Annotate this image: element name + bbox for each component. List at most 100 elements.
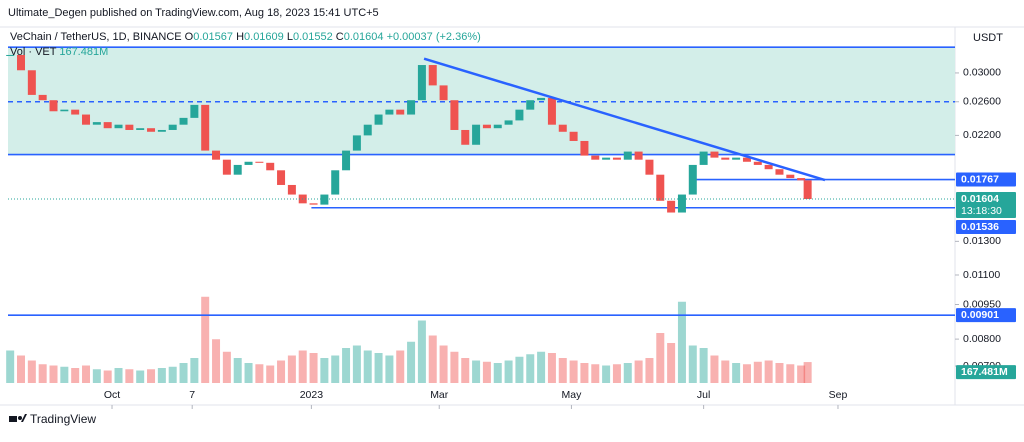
currency: USDT xyxy=(973,32,1003,44)
volume-bar xyxy=(331,355,340,383)
level-badge: 0.00901 xyxy=(961,309,999,321)
volume-bar xyxy=(136,370,145,383)
candle xyxy=(212,150,221,160)
volume-bar xyxy=(515,356,524,383)
candle xyxy=(157,129,166,132)
candle xyxy=(385,109,394,115)
plot xyxy=(6,46,955,383)
candle xyxy=(645,159,654,175)
volume-bar xyxy=(558,358,567,383)
volume-bar xyxy=(125,369,134,383)
ohlc-value: 0.01604 xyxy=(344,31,384,43)
candle xyxy=(222,159,231,175)
candle xyxy=(331,170,340,195)
volume-bar xyxy=(190,358,199,383)
candle xyxy=(667,200,676,213)
volume-bar xyxy=(103,370,112,383)
x-tick-label: Jul xyxy=(697,389,710,401)
candle xyxy=(396,109,405,115)
candle xyxy=(580,140,589,156)
legend-line: VeChain / TetherUS, 1D, BINANCE O0.01567… xyxy=(10,31,481,43)
volume-bar xyxy=(298,350,307,383)
y-tick-label: 0.01300 xyxy=(963,235,1001,247)
ohlc-key: O xyxy=(185,31,194,43)
legend: VeChain / TetherUS, 1D, BINANCE O0.01567… xyxy=(10,31,481,58)
candle xyxy=(125,124,134,130)
volume-bar xyxy=(17,355,26,383)
volume-bar xyxy=(374,353,383,383)
volume-bar xyxy=(677,301,686,383)
volume-bar xyxy=(472,360,481,383)
candle xyxy=(515,109,524,121)
change: +0.00037 (+2.36%) xyxy=(387,31,481,43)
candle xyxy=(255,161,264,163)
candle xyxy=(103,122,112,129)
volume-bar xyxy=(277,360,286,383)
volume-bar xyxy=(786,364,795,383)
y-tick-label: 0.02200 xyxy=(963,129,1001,141)
x-tick-label: Mar xyxy=(430,389,449,401)
ohlc-value: 0.01567 xyxy=(193,31,233,43)
candle xyxy=(287,184,296,195)
candle xyxy=(612,157,621,160)
volume-bar xyxy=(201,296,210,383)
candle xyxy=(277,170,286,185)
volume-bar xyxy=(461,358,470,383)
volume-bar xyxy=(482,361,491,383)
volume-legend: Vol · VET 167.481M xyxy=(10,46,108,58)
volume-bar xyxy=(742,364,751,383)
x-tick-label: Sep xyxy=(829,389,848,401)
volume-bar xyxy=(342,348,351,383)
candle xyxy=(688,164,697,195)
volume-bar xyxy=(147,369,156,383)
logo-text: TradingView xyxy=(30,412,96,426)
candle xyxy=(493,124,502,129)
level-badge: 0.01767 xyxy=(961,173,999,185)
candle xyxy=(764,164,773,170)
x-tick-label: 7 xyxy=(189,389,195,401)
candle xyxy=(407,100,416,115)
volume-bar xyxy=(320,358,329,383)
candle xyxy=(201,104,210,151)
symbol: VeChain / TetherUS, 1D, BINANCE xyxy=(10,31,182,43)
candle xyxy=(710,151,719,158)
volume-bar xyxy=(591,364,600,383)
candle xyxy=(17,54,26,71)
volume-bar xyxy=(504,360,513,383)
ohlc-value: 0.01609 xyxy=(244,31,284,43)
candle xyxy=(742,157,751,162)
volume-bar xyxy=(753,361,762,383)
candle xyxy=(190,104,199,118)
candle xyxy=(6,54,15,56)
volume-bar xyxy=(71,368,80,383)
volume-bar xyxy=(6,350,15,383)
volume-bar xyxy=(27,360,36,383)
candle xyxy=(634,151,643,160)
volume-bar xyxy=(732,363,741,383)
y-tick-label: 0.02600 xyxy=(963,96,1001,108)
candle xyxy=(803,180,812,200)
candle xyxy=(309,203,318,205)
volume-bar xyxy=(547,353,556,383)
volume-bar xyxy=(688,345,697,383)
volume-bar xyxy=(60,366,69,383)
volume-bar xyxy=(775,363,784,383)
volume-bar xyxy=(623,363,632,383)
volume-bar xyxy=(244,363,253,383)
volume-bar xyxy=(363,350,372,383)
volume-bar xyxy=(602,365,611,383)
ohlc-key: L xyxy=(287,31,293,43)
volume-bar xyxy=(233,358,242,383)
candle xyxy=(504,120,513,125)
volume-bar xyxy=(710,355,719,383)
candle xyxy=(461,129,470,145)
candle xyxy=(699,151,708,165)
candle xyxy=(775,169,784,175)
volume-badge: 167.481M xyxy=(961,366,1008,378)
candle xyxy=(92,122,101,125)
y-tick-label: 0.00950 xyxy=(963,298,1001,310)
zone xyxy=(8,47,955,155)
candle xyxy=(786,174,795,179)
y-tick-label: 0.01100 xyxy=(963,269,1000,281)
